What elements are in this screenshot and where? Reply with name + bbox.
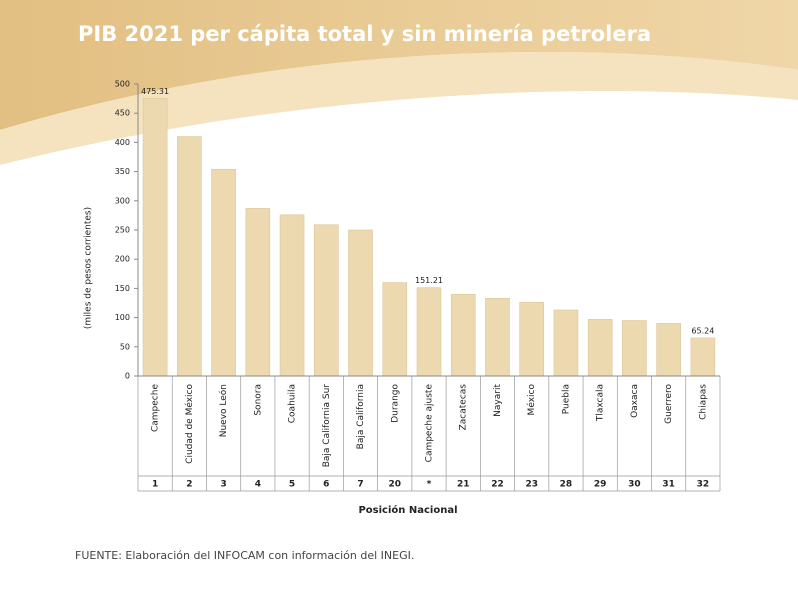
x-tick-label: Zacatecas	[459, 384, 469, 431]
bar	[382, 282, 408, 377]
x-tick-label: Baja California Sur	[322, 384, 332, 468]
x-tick-label: Nuevo León	[218, 384, 229, 437]
value-label: 151.21	[415, 276, 443, 285]
y-tick-label: 350	[115, 167, 130, 176]
y-tick-label: 250	[115, 226, 130, 235]
x-tick-label: Sonora	[253, 384, 263, 416]
y-tick-label: 450	[115, 109, 130, 118]
rank-label: 20	[388, 480, 401, 490]
x-tick-label: Ciudad de México	[184, 384, 195, 464]
bar	[485, 298, 510, 377]
bar	[450, 293, 476, 377]
y-tick-label: 100	[115, 313, 130, 322]
bar	[622, 320, 647, 377]
x-tick-label: Campeche	[151, 384, 161, 432]
rank-label: 31	[662, 480, 675, 490]
rank-label: 5	[289, 480, 295, 490]
bar	[245, 208, 271, 377]
y-tick-label: 200	[115, 255, 130, 264]
bar	[142, 98, 168, 377]
rank-label: 30	[628, 480, 641, 490]
bar	[519, 302, 545, 377]
rank-label: 28	[560, 480, 573, 490]
rank-label: 22	[491, 480, 504, 490]
bar	[587, 319, 613, 377]
rank-label: 23	[525, 480, 538, 490]
source: FUENTE: Elaboración del INFOCAM con info…	[75, 549, 414, 562]
bar	[313, 224, 339, 377]
y-tick-label: 300	[115, 196, 130, 205]
rank-label: 3	[220, 480, 226, 490]
x-tick-label: México	[526, 384, 537, 416]
bar	[177, 136, 202, 377]
value-label: 475.31	[141, 87, 169, 96]
rank-label: 32	[697, 480, 710, 490]
x-tick-label: Nayarit	[493, 384, 503, 417]
x-tick-label: Chiapas	[698, 384, 708, 420]
x-tick-label: Baja California	[356, 384, 366, 449]
bar	[656, 323, 681, 377]
bar	[416, 287, 442, 377]
rank-label: 4	[255, 480, 261, 490]
x-tick-label: Tlaxcala	[596, 384, 606, 422]
y-tick-label: 50	[120, 342, 130, 351]
x-tick-label: Coahuila	[288, 384, 298, 423]
rank-label: 29	[594, 480, 607, 490]
header-wave	[0, 52, 798, 165]
y-tick-label: 0	[125, 372, 130, 381]
bar	[690, 337, 716, 377]
x-tick-label: Durango	[390, 384, 400, 423]
value-label: 65.24	[691, 326, 714, 335]
y-tick-label: 500	[115, 80, 130, 89]
rank-label: *	[427, 480, 432, 490]
rank-label: 1	[152, 480, 158, 490]
rank-label: 7	[357, 480, 363, 490]
x-tick-label: Guerrero	[664, 384, 674, 424]
x-tick-label: Oaxaca	[630, 384, 640, 418]
bar	[348, 229, 373, 377]
y-tick-label: 400	[115, 138, 130, 147]
bar	[553, 309, 579, 377]
bar	[211, 168, 236, 377]
header-band	[0, 0, 798, 130]
x-tick-label: Campeche ajuste	[425, 384, 435, 463]
x-tick-label: Puebla	[561, 384, 571, 414]
y-axis-label: (miles de pesos corrientes)	[84, 207, 94, 329]
rank-label: 6	[323, 480, 329, 490]
x-axis-label: Posición Nacional	[358, 504, 457, 516]
chart-title: PIB 2021 per cápita total y sin minería …	[78, 22, 651, 46]
rank-label: 2	[186, 480, 192, 490]
bar	[279, 214, 305, 377]
rank-label: 21	[457, 480, 470, 490]
y-tick-label: 150	[115, 284, 130, 293]
